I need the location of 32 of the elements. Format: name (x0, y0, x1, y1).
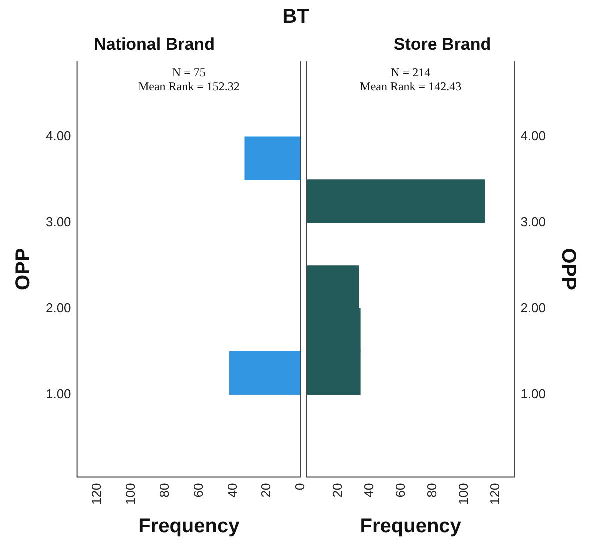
chart-subtitle: National Brand (94, 34, 215, 54)
y-tick-label: 3.00 (520, 214, 546, 230)
chart-title: BT (282, 6, 310, 29)
y-tick-label: 1.00 (46, 386, 72, 402)
x-axis-title: Frequency (360, 516, 462, 538)
x-tick-label: 0 (292, 483, 308, 491)
x-tick-label: 20 (258, 483, 274, 498)
annotation: N = 75 (172, 66, 206, 80)
x-tick-label: 120 (487, 483, 502, 506)
y-tick-label: 2.00 (520, 300, 546, 316)
x-tick-label: 40 (362, 483, 377, 498)
x-tick-label: 100 (456, 483, 471, 506)
x-tick-label: 40 (224, 483, 240, 498)
y-tick-label: 3.00 (46, 214, 72, 230)
y-tick-label: 1.00 (520, 386, 546, 402)
x-tick-label: 20 (330, 483, 346, 498)
x-tick-label: 80 (157, 483, 172, 498)
chart-subtitle: Store Brand (394, 34, 492, 54)
x-tick-label: 60 (190, 483, 206, 498)
annotation: Mean Rank = 152.32 (138, 80, 240, 94)
y-tick-label: 4.00 (520, 128, 546, 144)
y-axis-title: OPP (557, 248, 580, 290)
y-axis-title: OPP (12, 248, 35, 290)
annotation: Mean Rank = 142.43 (360, 80, 462, 94)
x-tick-label: 120 (89, 483, 104, 506)
x-axis-title: Frequency (138, 516, 241, 538)
x-tick-label: 60 (392, 483, 408, 498)
x-tick-label: 100 (123, 483, 138, 506)
annotation: N = 214 (391, 66, 431, 80)
y-tick-label: 2.00 (46, 300, 72, 316)
y-tick-label: 4.00 (46, 128, 72, 144)
x-tick-label: 80 (424, 483, 440, 498)
